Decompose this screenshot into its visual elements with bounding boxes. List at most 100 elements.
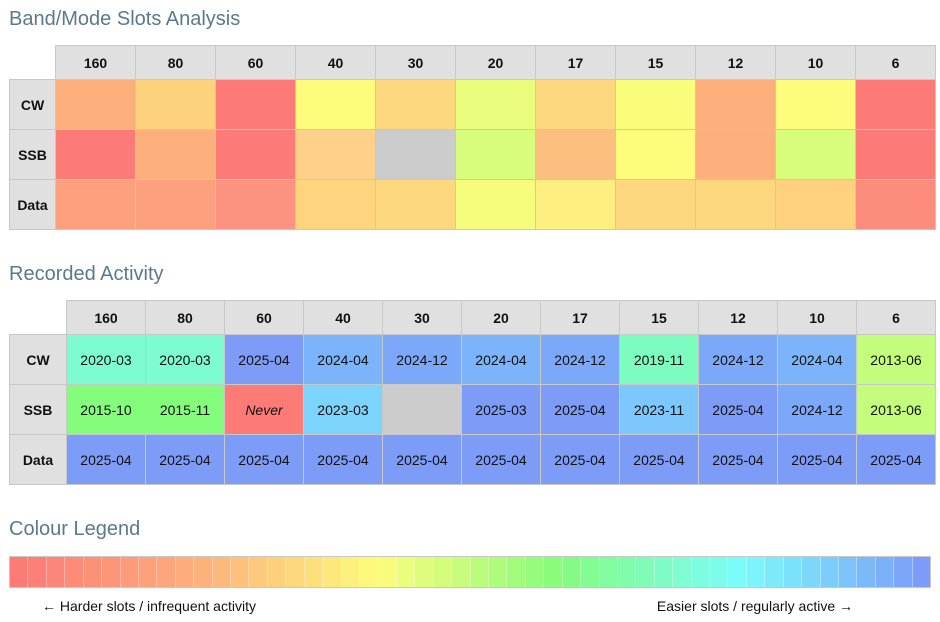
activity-band-header: 20 [461,300,541,335]
legend-section-title: Colour Legend [9,518,141,540]
activity-cell: 2025-04 [856,434,936,485]
slot-cell [295,79,376,130]
activity-cell: 2025-04 [698,434,778,485]
activity-cell: 2019-11 [619,334,699,385]
activity-band-header: 30 [382,300,462,335]
activity-cell: 2025-04 [698,384,778,435]
activity-cell: 2025-04 [145,434,225,485]
activity-cell: 2025-04 [66,434,146,485]
legend-swatch [765,557,784,587]
activity-band-header: 10 [777,300,857,335]
slot-cell [295,179,376,230]
activity-cell: 2025-04 [540,434,620,485]
slot-cell [215,79,296,130]
activity-cell: 2025-04 [540,384,620,435]
legend-swatch [488,557,508,587]
slot-cell [695,129,776,180]
activity-cell: 2024-12 [777,384,857,435]
activity-cell: 2023-03 [303,384,383,435]
slots-section-title: Band/Mode Slots Analysis [9,8,241,30]
legend-swatch [691,557,711,587]
legend-swatch [875,557,895,587]
slot-cell [775,129,856,180]
slot-cell [695,79,776,130]
slots-band-header: 30 [375,45,456,80]
activity-cell: 2013-06 [856,334,936,385]
slots-table: 160 80 60 40 30 20 17 15 12 10 6 CW SSB Data [9,45,936,230]
slots-mode-label: Data [9,179,56,230]
legend-swatch [267,557,287,587]
legend-swatch [304,557,324,587]
activity-cell: 2013-06 [856,384,936,435]
slots-band-header: 6 [855,45,936,80]
legend-swatch [820,557,839,587]
slots-corner [9,45,56,80]
activity-band-header: 17 [540,300,620,335]
slot-cell [295,129,376,180]
legend-swatch [746,557,766,587]
activity-band-header: 60 [224,300,304,335]
legend-swatch [323,557,342,587]
activity-cell: 2025-04 [619,434,699,485]
legend-swatch [212,557,232,587]
slots-row: CW [9,79,936,130]
legend-swatch [10,557,29,587]
slot-cell [615,79,696,130]
activity-row: Data 2025-04 2025-04 2025-04 2025-04 2025-04 2… [9,434,936,485]
activity-cell: 2025-04 [303,434,383,485]
legend-swatch [599,557,618,587]
legend-swatch [617,557,637,587]
activity-header-row: 160 80 60 40 30 20 17 15 12 10 6 [9,300,936,335]
slot-cell [375,129,456,180]
legend-swatch [838,557,858,587]
activity-cell: 2025-04 [224,434,304,485]
slot-cell [775,179,856,230]
activity-body: CW 2020-03 2020-03 2025-04 2024-04 2024-12 202… [9,334,936,485]
legend-swatch [654,557,674,587]
slots-band-header: 60 [215,45,296,80]
legend-swatch [157,557,176,587]
activity-band-header: 40 [303,300,383,335]
legend-left-label: ← Harder slots / infrequent activity [42,598,256,614]
legend-swatch [857,557,876,587]
legend-swatch [231,557,250,587]
legend-swatch [452,557,471,587]
slots-band-header: 20 [455,45,536,80]
legend-swatch [912,557,931,587]
legend-swatch [433,557,453,587]
legend-swatch [636,557,655,587]
legend-swatch [507,557,526,587]
legend-swatch [83,557,103,587]
slots-band-header: 80 [135,45,216,80]
activity-cell: 2025-04 [461,434,541,485]
slots-band-header: 12 [695,45,776,80]
slot-cell [535,129,616,180]
legend-swatch [249,557,268,587]
legend-swatch [341,557,361,587]
legend-swatch [710,557,729,587]
activity-mode-label: Data [9,434,67,485]
activity-cell: 2025-04 [777,434,857,485]
legend-swatch [562,557,582,587]
slot-cell [775,79,856,130]
slots-row: Data [9,179,936,230]
activity-section-title: Recorded Activity [9,263,164,285]
slots-mode-label: SSB [9,129,56,180]
activity-cell: 2025-04 [382,434,462,485]
activity-cell: 2024-12 [382,334,462,385]
legend-swatch [360,557,379,587]
slots-row: SSB [9,129,936,180]
slot-cell [375,179,456,230]
activity-table: 160 80 60 40 30 20 17 15 12 10 6 CW 2020-03 2020-03 2… [9,300,936,485]
activity-band-header: 80 [145,300,225,335]
activity-cell: 2024-04 [777,334,857,385]
legend-swatch [286,557,305,587]
activity-cell: 2025-03 [461,384,541,435]
slot-cell [615,179,696,230]
slot-cell [455,179,536,230]
legend-swatch [802,557,821,587]
legend-swatch [194,557,213,587]
slot-cell [455,79,536,130]
colour-legend-bar [9,556,931,588]
activity-cell: 2024-04 [461,334,541,385]
